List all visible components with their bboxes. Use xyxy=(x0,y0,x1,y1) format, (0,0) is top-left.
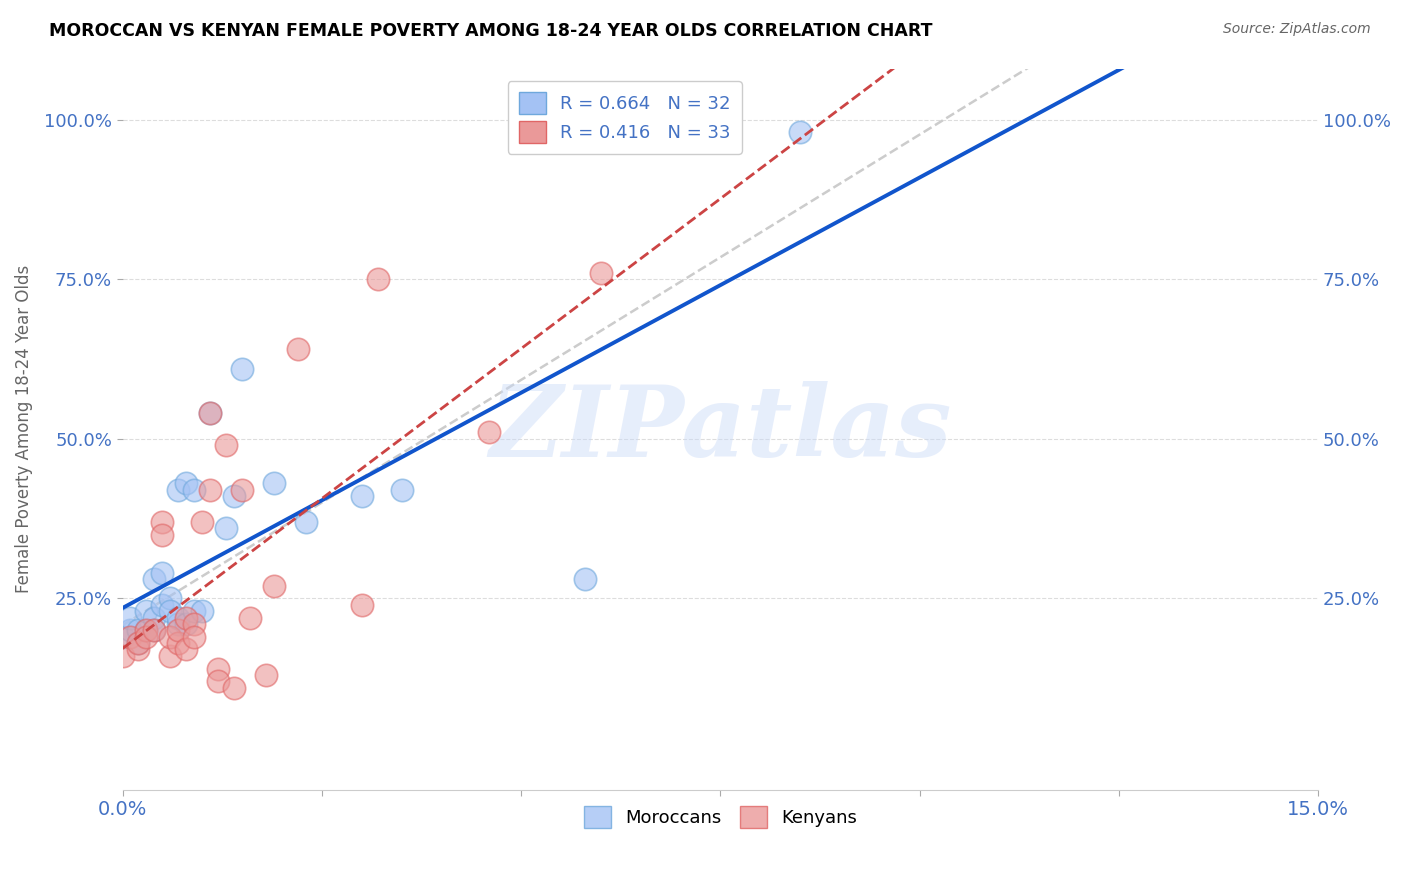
Point xyxy=(135,624,157,638)
Point xyxy=(174,642,197,657)
Point xyxy=(263,579,285,593)
Point xyxy=(127,642,149,657)
Point xyxy=(574,572,596,586)
Text: Source: ZipAtlas.com: Source: ZipAtlas.com xyxy=(1223,22,1371,37)
Point xyxy=(127,636,149,650)
Point xyxy=(174,476,197,491)
Point xyxy=(224,489,246,503)
Point xyxy=(174,610,197,624)
Point xyxy=(150,598,173,612)
Point xyxy=(350,489,373,503)
Point xyxy=(167,636,190,650)
Point xyxy=(143,572,166,586)
Point xyxy=(263,476,285,491)
Point xyxy=(150,515,173,529)
Point xyxy=(191,604,214,618)
Point xyxy=(127,636,149,650)
Point xyxy=(367,272,389,286)
Point xyxy=(183,616,205,631)
Point xyxy=(589,266,612,280)
Point xyxy=(231,483,253,497)
Point xyxy=(215,438,238,452)
Point xyxy=(127,624,149,638)
Point xyxy=(183,630,205,644)
Text: ZIPatlas: ZIPatlas xyxy=(489,381,952,477)
Point xyxy=(287,343,309,357)
Point xyxy=(143,610,166,624)
Point xyxy=(231,361,253,376)
Point xyxy=(120,610,142,624)
Point xyxy=(391,483,413,497)
Point xyxy=(159,591,181,606)
Point xyxy=(191,515,214,529)
Point xyxy=(135,630,157,644)
Point xyxy=(200,483,222,497)
Point xyxy=(143,624,166,638)
Point xyxy=(167,616,190,631)
Point xyxy=(159,630,181,644)
Point xyxy=(183,483,205,497)
Point xyxy=(200,406,222,420)
Point xyxy=(111,630,134,644)
Point xyxy=(174,616,197,631)
Point xyxy=(200,406,222,420)
Point xyxy=(478,425,501,440)
Point xyxy=(159,648,181,663)
Point xyxy=(183,604,205,618)
Point xyxy=(789,125,811,139)
Point xyxy=(239,610,262,624)
Point xyxy=(135,604,157,618)
Point xyxy=(167,610,190,624)
Point xyxy=(207,662,229,676)
Point xyxy=(350,598,373,612)
Point xyxy=(111,648,134,663)
Point xyxy=(150,527,173,541)
Point xyxy=(120,630,142,644)
Point xyxy=(295,515,318,529)
Point xyxy=(120,624,142,638)
Point xyxy=(215,521,238,535)
Point xyxy=(143,624,166,638)
Legend: Moroccans, Kenyans: Moroccans, Kenyans xyxy=(576,798,865,835)
Point xyxy=(167,483,190,497)
Point xyxy=(159,604,181,618)
Text: MOROCCAN VS KENYAN FEMALE POVERTY AMONG 18-24 YEAR OLDS CORRELATION CHART: MOROCCAN VS KENYAN FEMALE POVERTY AMONG … xyxy=(49,22,932,40)
Y-axis label: Female Poverty Among 18-24 Year Olds: Female Poverty Among 18-24 Year Olds xyxy=(15,265,32,593)
Point xyxy=(224,681,246,695)
Point xyxy=(167,624,190,638)
Point xyxy=(135,624,157,638)
Point xyxy=(254,668,277,682)
Point xyxy=(150,566,173,580)
Point xyxy=(207,674,229,689)
